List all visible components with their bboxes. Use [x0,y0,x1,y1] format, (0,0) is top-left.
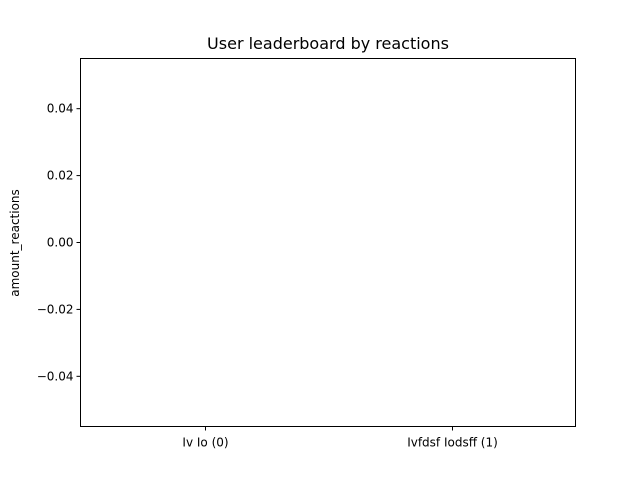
y-tick-label: 0.00 [47,236,74,250]
y-tick-label: −0.04 [37,369,74,383]
y-axis-label: amount_reactions [8,189,22,297]
y-tick-label: 0.02 [47,169,74,183]
x-tick-label: Iv Io (0) [182,436,228,450]
chart-title: User leaderboard by reactions [207,34,449,53]
y-tick-label: 0.04 [47,102,74,116]
y-ticks-layer: 0.04 0.02 0.00 −0.02 −0.04 [37,102,81,383]
plot-area-frame [80,58,576,427]
x-ticks-layer: Iv Io (0) Ivfdsf Iodsff (1) [182,426,498,450]
y-tick-label: −0.02 [37,302,74,316]
x-tick-label: Ivfdsf Iodsff (1) [407,436,498,450]
